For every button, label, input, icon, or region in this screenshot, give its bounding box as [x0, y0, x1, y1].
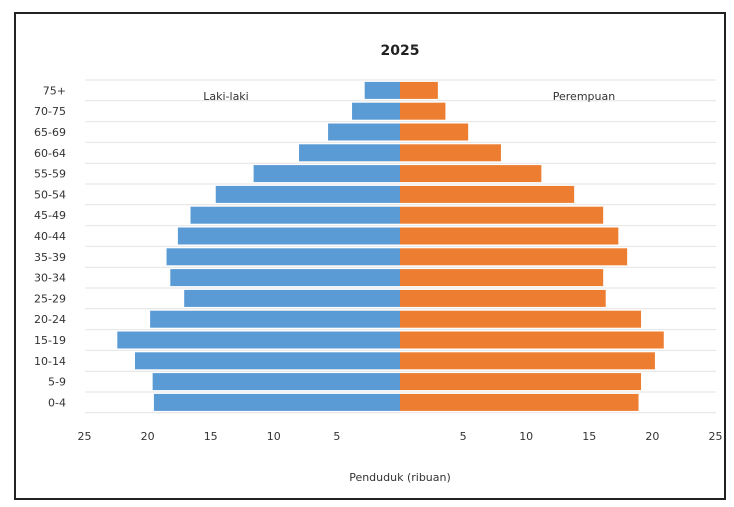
bar-male-65-69 — [328, 123, 400, 141]
bar-female-70-75 — [400, 102, 446, 120]
bar-female-20-24 — [400, 310, 642, 328]
bars — [117, 81, 664, 411]
bar-male-10-14 — [134, 352, 401, 370]
y-tick-label: 20-24 — [34, 313, 66, 326]
x-tick-label: 15 — [582, 430, 596, 443]
y-tick-label: 15-19 — [34, 334, 66, 347]
x-tick-label: 25 — [709, 430, 723, 443]
bar-male-5-9 — [152, 373, 400, 391]
bar-female-5-9 — [400, 373, 642, 391]
bar-female-0-4 — [400, 393, 639, 411]
y-tick-label: 30-34 — [34, 272, 66, 285]
y-tick-label: 35-39 — [34, 251, 66, 264]
bar-male-70-75 — [352, 102, 400, 120]
y-tick-label: 10-14 — [34, 355, 66, 368]
bar-female-25-29 — [400, 289, 606, 307]
bar-male-40-44 — [177, 227, 400, 245]
bar-male-55-59 — [253, 165, 400, 183]
chart-title: 2025 — [381, 43, 420, 59]
bar-male-0-4 — [153, 393, 400, 411]
bar-female-15-19 — [400, 331, 664, 349]
x-tick-label: 25 — [78, 430, 92, 443]
x-axis-label: Penduduk (ribuan) — [349, 471, 451, 484]
y-tick-label: 65-69 — [34, 126, 66, 139]
bar-female-30-34 — [400, 269, 604, 287]
bar-female-50-54 — [400, 185, 575, 203]
y-tick-label: 50-54 — [34, 188, 66, 201]
x-tick-label: 5 — [333, 430, 340, 443]
bar-male-25-29 — [184, 289, 400, 307]
legend-male-label: Laki-laki — [203, 90, 249, 103]
y-tick-label: 70-75 — [34, 105, 66, 118]
x-tick-label: 20 — [141, 430, 155, 443]
bar-male-75+ — [364, 81, 400, 99]
bar-male-45-49 — [190, 206, 400, 224]
bar-male-50-54 — [215, 185, 400, 203]
x-tick-label: 5 — [460, 430, 467, 443]
y-tick-label: 45-49 — [34, 209, 66, 222]
x-tick-label: 10 — [267, 430, 281, 443]
gridlines — [85, 79, 716, 414]
y-tick-label: 55-59 — [34, 168, 66, 181]
legend-female-label: Perempuan — [553, 90, 615, 103]
bar-female-65-69 — [400, 123, 469, 141]
bar-female-75+ — [400, 81, 438, 99]
bar-female-60-64 — [400, 144, 501, 162]
bar-female-40-44 — [400, 227, 619, 245]
y-tick-label: 0-4 — [48, 396, 66, 409]
x-tick-label: 10 — [519, 430, 533, 443]
y-tick-label: 60-64 — [34, 147, 66, 160]
bar-female-55-59 — [400, 165, 542, 183]
bar-male-20-24 — [150, 310, 400, 328]
bar-male-60-64 — [299, 144, 400, 162]
y-tick-label: 25-29 — [34, 292, 66, 305]
bar-female-35-39 — [400, 248, 628, 266]
bar-female-45-49 — [400, 206, 604, 224]
y-tick-labels: 75+ 70-75 65-69 60-64 55-59 50-54 45-49 40-44 35… — [34, 84, 66, 409]
y-tick-label: 5-9 — [48, 376, 66, 389]
y-tick-label: 75+ — [43, 84, 66, 97]
x-tick-label: 20 — [645, 430, 659, 443]
x-tick-labels: 25 20 15 10 5 5 10 15 20 25 — [78, 430, 723, 443]
bar-male-15-19 — [117, 331, 400, 349]
x-tick-label: 15 — [204, 430, 218, 443]
bar-male-30-34 — [170, 269, 400, 287]
bar-male-35-39 — [166, 248, 400, 266]
y-tick-label: 40-44 — [34, 230, 66, 243]
bar-female-10-14 — [400, 352, 655, 370]
